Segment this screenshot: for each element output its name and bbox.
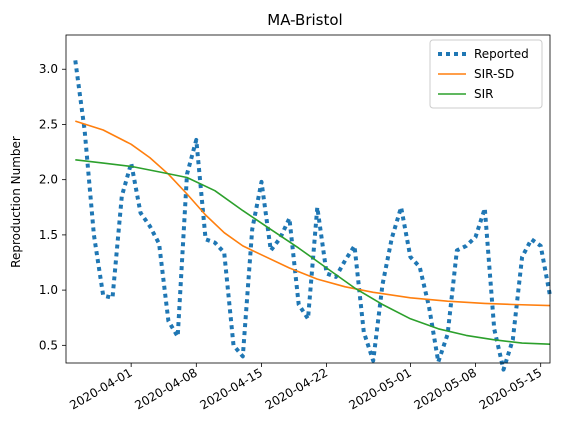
y-tick-label: 2.5	[39, 117, 58, 131]
legend-box	[429, 39, 543, 109]
plot-area	[73, 60, 552, 372]
series-line-sir-sd	[75, 120, 551, 307]
legend-entry-label: SIR	[474, 87, 494, 101]
legend-entry-label: Reported	[474, 47, 529, 61]
series-line-sir	[75, 159, 551, 345]
legend: Reported SIR-SD SIR	[429, 39, 543, 109]
chart-title: MA-Bristol	[267, 11, 342, 29]
y-axis-label: Reproduction Number	[9, 136, 23, 268]
y-tick-label: 3.0	[39, 62, 58, 76]
series-line-reported	[73, 60, 552, 372]
y-tick-label: 1.0	[39, 283, 58, 297]
y-tick-label: 1.5	[39, 228, 58, 242]
legend-entry-label: SIR-SD	[474, 67, 514, 81]
y-tick-label: 0.5	[39, 338, 58, 352]
y-tick-label: 2.0	[39, 173, 58, 187]
axes-frame	[65, 34, 551, 364]
